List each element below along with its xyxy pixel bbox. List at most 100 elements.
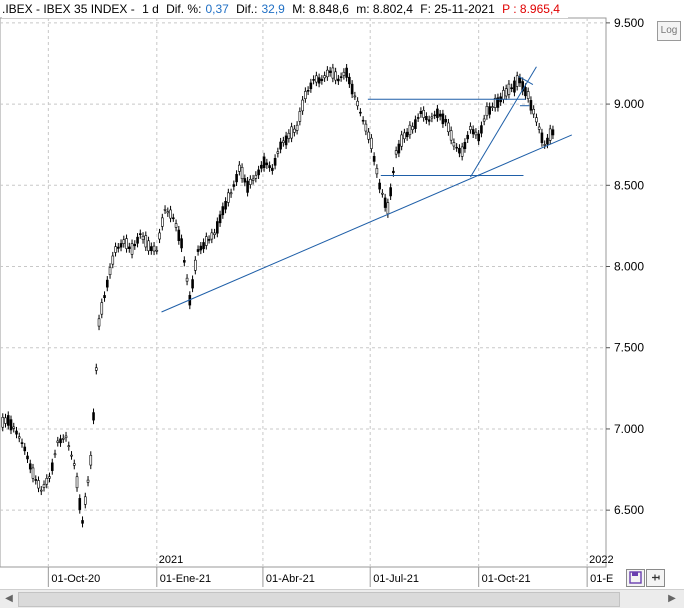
scrollbar-thumb[interactable] xyxy=(18,592,620,607)
candle-body xyxy=(392,170,395,174)
candle-body xyxy=(293,128,296,133)
candle-body xyxy=(356,100,359,107)
year-label: 2021 xyxy=(159,554,183,566)
candle-body xyxy=(221,206,225,216)
trendlines xyxy=(161,66,573,313)
candle-body xyxy=(210,232,214,240)
candle-body xyxy=(295,124,299,131)
candle-body xyxy=(449,130,453,141)
candle-body xyxy=(64,435,68,439)
candlestick-series xyxy=(1,63,555,528)
pin-button[interactable] xyxy=(646,569,665,587)
candle-body xyxy=(482,118,486,122)
candle-body xyxy=(191,279,194,289)
candle-body xyxy=(207,239,211,241)
candle-body xyxy=(507,83,511,95)
chart-header: .IBEX - IBEX 35 INDEX - 1 d Dif. %: 0,37 … xyxy=(2,2,568,18)
log-scale-button[interactable]: Log xyxy=(657,21,681,41)
candle-body xyxy=(4,417,7,424)
y-tick-label: 7.000 xyxy=(614,422,644,436)
candle-body xyxy=(331,67,335,79)
candle-body xyxy=(526,91,530,99)
candle-body xyxy=(348,76,351,85)
candle-body xyxy=(339,76,343,79)
candle-body xyxy=(251,178,255,181)
candle-body xyxy=(345,67,348,78)
candle-body xyxy=(460,146,464,157)
x-tick-label: 01-Oct-20 xyxy=(51,573,100,585)
scroll-left-icon[interactable]: ◀ xyxy=(5,593,13,604)
y-axis: 9.500 9.000 8.500 8.000 7.500 7.000 6.500 xyxy=(606,16,644,517)
candle-body xyxy=(427,119,431,122)
candle-body xyxy=(37,480,40,489)
candle-body xyxy=(260,164,263,169)
candle-body xyxy=(155,249,159,252)
candle-body xyxy=(185,277,189,282)
candle-body xyxy=(493,97,497,108)
candle-body xyxy=(342,71,346,76)
candle-body xyxy=(136,236,139,244)
candle-body xyxy=(199,245,203,251)
candle-body xyxy=(103,295,106,299)
scroll-right-icon[interactable]: ▶ xyxy=(668,593,676,604)
candle-body xyxy=(196,249,200,252)
chart-toolbar xyxy=(604,569,684,587)
candle-body xyxy=(249,179,252,185)
candle-body xyxy=(183,260,186,263)
candle-body xyxy=(150,246,153,251)
candle-body xyxy=(94,367,98,371)
candle-body xyxy=(411,126,414,130)
candle-body xyxy=(130,243,134,255)
x-tick-label: 01-Abr-21 xyxy=(266,573,315,585)
y-tick-label: 9.500 xyxy=(614,16,644,30)
candle-body xyxy=(312,79,315,81)
candle-body xyxy=(551,129,555,136)
candle-body xyxy=(334,71,337,81)
candle-body xyxy=(262,156,266,169)
candle-body xyxy=(524,87,527,97)
candle-body xyxy=(15,430,18,435)
trendline[interactable] xyxy=(469,66,537,178)
dif-pct-label: Dif. %: xyxy=(166,2,202,16)
x-tick-label: 01-Ene-21 xyxy=(160,573,211,585)
candle-body xyxy=(240,167,244,180)
candle-body xyxy=(381,192,384,195)
candle-body xyxy=(510,87,513,90)
save-button[interactable] xyxy=(626,569,645,587)
candle-body xyxy=(97,318,101,327)
x-tick-label: 01-E xyxy=(590,573,613,585)
candle-body xyxy=(86,479,90,483)
candle-body xyxy=(304,91,307,99)
candle-body xyxy=(23,446,27,452)
trendline[interactable] xyxy=(518,76,534,86)
candle-body xyxy=(315,75,318,83)
candle-body xyxy=(89,455,93,466)
candle-body xyxy=(224,200,227,210)
candle-body xyxy=(488,106,491,115)
candle-body xyxy=(56,440,60,443)
horizontal-scrollbar[interactable]: ◀ ▶ xyxy=(0,589,684,608)
candle-body xyxy=(42,484,46,488)
candle-body xyxy=(138,233,142,235)
candle-body xyxy=(416,117,420,119)
year-label: 2022 xyxy=(589,554,613,566)
candle-body xyxy=(108,267,112,275)
candle-body xyxy=(238,164,241,172)
candle-body xyxy=(548,128,552,141)
candle-body xyxy=(111,255,115,265)
candle-body xyxy=(100,302,104,315)
candle-body xyxy=(455,146,458,149)
candle-body xyxy=(378,182,381,190)
candle-body xyxy=(386,202,390,215)
save-icon xyxy=(629,571,642,584)
candle-body xyxy=(28,463,32,470)
plot-frame xyxy=(0,17,607,568)
candle-body xyxy=(515,75,519,87)
candle-body xyxy=(469,126,472,130)
candle-body xyxy=(45,478,49,485)
candle-body xyxy=(444,118,447,123)
candle-body xyxy=(328,70,332,73)
candle-body xyxy=(502,90,505,100)
candle-body xyxy=(306,89,310,92)
trendline[interactable] xyxy=(161,134,573,313)
